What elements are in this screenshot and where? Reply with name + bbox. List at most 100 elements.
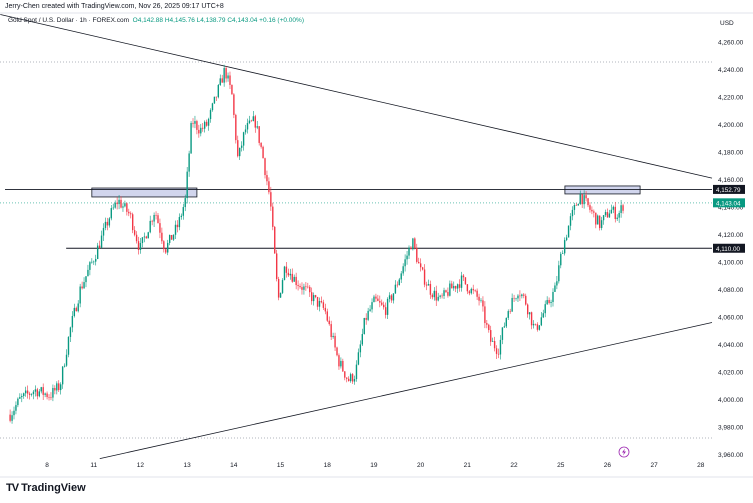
price-tick-label: 4,220.00	[718, 95, 744, 102]
candle-body	[320, 300, 323, 303]
candle-body	[26, 390, 29, 394]
candle-body	[106, 221, 109, 226]
candle-body	[532, 323, 535, 326]
candle-body	[299, 286, 301, 288]
symbol-name[interactable]: Gold Spot / U.S. Dollar · 1h · FOREX.com	[8, 17, 130, 24]
candle-body	[295, 276, 297, 286]
candle-body	[604, 212, 607, 216]
candle-body	[336, 347, 338, 356]
time-tick-label: 14	[230, 462, 238, 469]
candle-body	[326, 311, 328, 321]
price-tick-label: 4,120.00	[718, 232, 744, 239]
price-tick-label: 3,980.00	[718, 425, 744, 432]
candle-body	[260, 142, 262, 147]
candle-body	[215, 96, 218, 98]
candle-body	[23, 393, 25, 397]
candle-body	[309, 286, 311, 293]
time-tick-label: 12	[137, 462, 145, 469]
candle-body	[217, 84, 220, 98]
candle-body	[404, 259, 406, 267]
symbol-legend: Gold Spot / U.S. Dollar · 1h · FOREX.com…	[8, 17, 304, 24]
time-tick-label: 21	[464, 462, 472, 469]
candle-body	[484, 306, 486, 324]
candle-body	[130, 213, 132, 215]
candle-body	[616, 217, 618, 220]
candle-body	[443, 290, 445, 296]
candle-body	[186, 171, 188, 199]
candle-body	[340, 360, 342, 367]
candle-body	[575, 205, 578, 206]
time-tick-label: 27	[650, 462, 658, 469]
candle-body	[297, 285, 299, 287]
candle-body	[83, 282, 85, 289]
candle-body	[595, 212, 597, 225]
candle-body	[244, 129, 247, 133]
candle-body	[24, 390, 27, 394]
candle-body	[250, 120, 253, 122]
candle-body	[412, 238, 414, 250]
price-tick-label: 4,000.00	[718, 397, 744, 404]
candle-body	[122, 206, 124, 208]
candle-body	[386, 298, 389, 315]
candle-body	[534, 323, 537, 325]
candle-body	[447, 292, 449, 296]
candle-body	[593, 211, 595, 213]
candle-body	[264, 158, 266, 176]
candle-body	[565, 237, 568, 241]
tradingview-logo[interactable]: TV TradingView	[6, 482, 86, 494]
candle-body	[486, 323, 488, 325]
candle-body	[202, 127, 204, 129]
candle-body	[240, 145, 243, 148]
candle-body	[474, 290, 476, 291]
price-tick-label: 4,200.00	[718, 122, 744, 129]
candle-body	[96, 245, 99, 260]
price-tick-label: 4,060.00	[718, 315, 744, 322]
candle-body	[137, 241, 140, 250]
candle-body	[124, 203, 126, 207]
candle-body	[571, 209, 574, 217]
candle-body	[61, 366, 64, 385]
candle-body	[268, 181, 270, 193]
candle-body	[44, 393, 46, 395]
candle-body	[87, 269, 89, 277]
candle-body	[394, 284, 397, 294]
candle-body	[363, 317, 365, 335]
current-price-label: 4,143.04	[716, 200, 741, 207]
ohlc-close: C4,143.04	[227, 17, 258, 24]
candle-body	[408, 247, 410, 256]
price-tick-label: 3,960.00	[718, 452, 744, 459]
candle-body	[180, 215, 183, 218]
candle-body	[133, 230, 136, 235]
candle-body	[211, 103, 214, 111]
candle-body	[311, 292, 313, 302]
candle-body	[425, 284, 428, 286]
candle-body	[316, 296, 319, 307]
time-tick-label: 28	[697, 462, 705, 469]
candle-body	[398, 279, 400, 286]
candle-body	[365, 317, 367, 320]
candle-body	[456, 284, 459, 289]
candle-body	[482, 300, 484, 307]
candle-body	[501, 327, 504, 340]
trendline	[99, 322, 713, 460]
candle-body	[342, 360, 344, 372]
candle-body	[577, 203, 579, 206]
candle-body	[406, 255, 408, 260]
candle-body	[435, 290, 437, 301]
candle-body	[157, 215, 159, 224]
candle-body	[548, 300, 550, 303]
candle-body	[254, 116, 256, 128]
candle-body	[381, 302, 383, 305]
candle-body	[507, 311, 509, 318]
candle-body	[517, 295, 519, 299]
price-tick-label: 4,140.00	[718, 205, 744, 212]
candle-body	[400, 273, 402, 280]
candle-body	[248, 120, 251, 124]
candle-body	[338, 355, 340, 367]
candle-body	[275, 253, 278, 279]
candle-body	[102, 227, 105, 236]
candle-body	[28, 393, 31, 395]
candle-body	[56, 383, 58, 391]
candle-body	[203, 121, 206, 129]
